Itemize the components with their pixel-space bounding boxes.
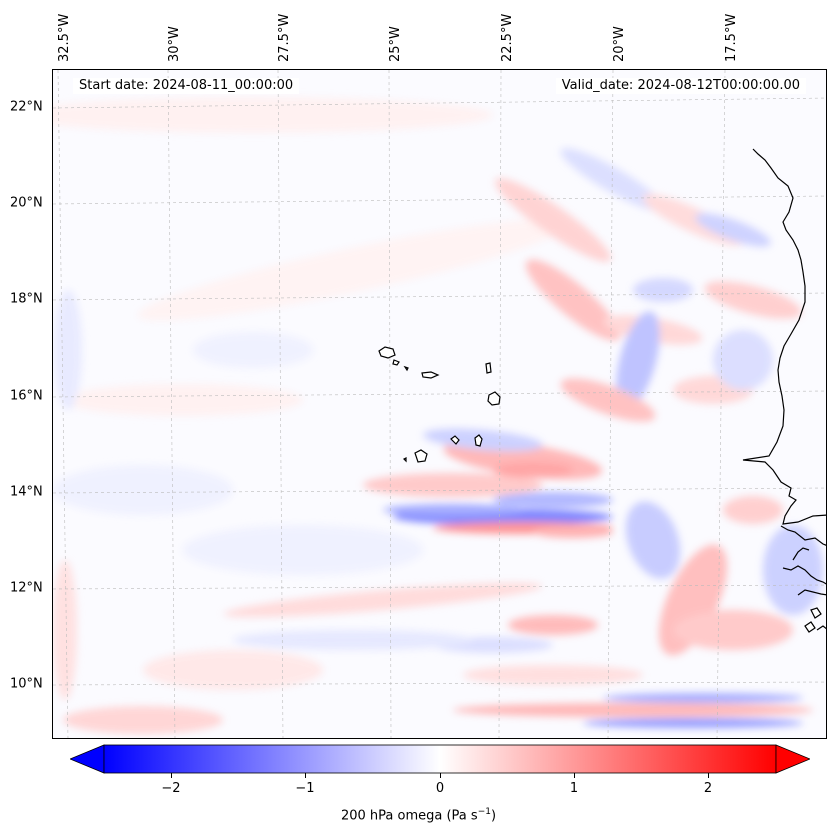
lon-tick-label: 20°W — [612, 26, 627, 62]
lon-tick-label: 27.5°W — [277, 13, 292, 62]
lon-tick-label: 17.5°W — [724, 13, 739, 62]
lon-tick-label: 30°W — [167, 26, 182, 62]
colorbar-tickmark — [440, 773, 441, 778]
lat-tick-label: 14°N — [10, 484, 43, 500]
lon-tick-label: 32.5°W — [57, 13, 72, 62]
lon-tick-label: 25°W — [388, 26, 403, 62]
colorbar-units: Pa s — [451, 808, 478, 824]
omega-shading — [53, 97, 823, 734]
gridlines — [53, 70, 826, 738]
lon-tick-label: 22.5°W — [500, 13, 515, 62]
colorbar-variable: 200 hPa omega — [340, 808, 443, 824]
colorbar-tickmark — [708, 773, 709, 778]
colorbar-body — [103, 744, 777, 774]
colorbar-tick-label: −1 — [295, 781, 315, 796]
colorbar-tick-label: −2 — [161, 781, 181, 796]
colorbar — [68, 744, 812, 774]
colorbar-tick-label: 1 — [569, 781, 579, 796]
lat-tick-label: 20°N — [10, 195, 43, 211]
colorbar-tickmark — [574, 773, 575, 778]
colorbar-tick-label: 2 — [703, 781, 713, 796]
colorbar-tickmark — [305, 773, 306, 778]
map-panel: Start date: 2024-08-11_00:00:00 Valid_da… — [52, 69, 827, 739]
start-date-label: Start date: 2024-08-11_00:00:00 — [73, 78, 300, 94]
lat-tick-label: 22°N — [10, 99, 43, 115]
lat-tick-label: 16°N — [10, 388, 43, 404]
omega-field-map — [53, 70, 826, 738]
colorbar-extend-max — [775, 744, 812, 774]
colorbar-label: 200 hPa omega (Pa s−1) — [340, 807, 497, 824]
valid-date-label: Valid_date: 2024-08-12T00:00:00.00 — [555, 78, 806, 94]
lat-tick-label: 12°N — [10, 580, 43, 596]
colorbar-extend-min — [68, 744, 105, 774]
cape-verde-islands — [378, 346, 501, 463]
colorbar-graphic — [68, 744, 812, 774]
colorbar-tickmark — [171, 773, 172, 778]
colorbar-units-exponent: −1 — [477, 807, 491, 817]
lat-tick-label: 18°N — [10, 291, 43, 307]
african-coastline — [742, 148, 826, 633]
lat-tick-label: 10°N — [10, 676, 43, 692]
colorbar-tick-label: 0 — [435, 781, 445, 796]
